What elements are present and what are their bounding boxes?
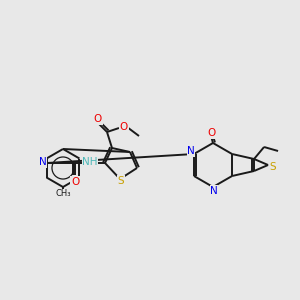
Text: S: S — [118, 176, 124, 186]
Text: N: N — [210, 186, 218, 196]
Text: CH₃: CH₃ — [55, 190, 71, 199]
Text: O: O — [94, 114, 102, 124]
Text: S: S — [270, 162, 276, 172]
Text: O: O — [207, 128, 215, 138]
Text: NH: NH — [82, 157, 98, 167]
Text: O: O — [71, 177, 79, 187]
Text: N: N — [187, 146, 195, 156]
Text: O: O — [120, 122, 128, 132]
Text: N: N — [39, 157, 47, 167]
